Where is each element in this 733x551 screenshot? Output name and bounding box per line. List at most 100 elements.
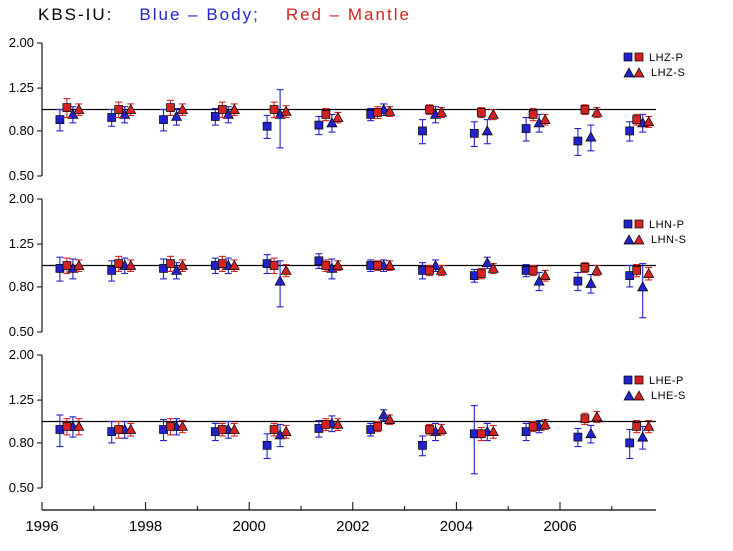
x-tick-label: 1998: [129, 518, 162, 535]
chart-title: KBS-IU: Blue – Body; Red – Mantle: [38, 5, 437, 25]
y-tick-label: 2.00: [9, 191, 34, 206]
data-point-marker: [114, 425, 124, 434]
legend-row-s: LHN-S: [623, 232, 687, 247]
data-point-marker: [373, 422, 383, 431]
legend-row-p: LHE-P: [623, 373, 686, 388]
data-point-marker: [580, 414, 590, 424]
data-point-marker: [332, 418, 344, 429]
legend-label: LHE-P: [649, 374, 684, 387]
legend-label: LHE-S: [651, 389, 686, 402]
data-point-marker: [528, 422, 538, 431]
x-tick-label: 2006: [543, 518, 576, 535]
data-point-marker: [481, 256, 493, 268]
data-point-marker: [55, 115, 65, 124]
y-tick-label: 0.50: [9, 168, 34, 183]
x-tick-label: 2004: [440, 518, 473, 535]
title-mantle-legend: Red – Mantle: [285, 5, 411, 24]
y-tick-label: 0.50: [9, 480, 34, 495]
data-point-marker: [321, 420, 331, 429]
data-point-marker: [176, 103, 189, 114]
data-point-marker: [585, 277, 597, 288]
data-point-marker: [125, 423, 137, 434]
data-point-marker: [384, 413, 396, 424]
data-point-marker: [114, 259, 124, 268]
data-point-marker: [425, 105, 434, 114]
data-point-marker: [585, 131, 597, 142]
data-point-marker: [262, 440, 272, 450]
data-point-marker: [580, 263, 590, 272]
data-point-marker: [280, 425, 292, 436]
data-point-marker: [166, 259, 175, 268]
data-point-marker: [637, 431, 649, 442]
data-point-marker: [262, 121, 272, 131]
data-point-marker: [228, 103, 240, 114]
square-markers-icon: [623, 219, 644, 229]
data-point-marker: [62, 422, 72, 431]
data-point-marker: [166, 103, 175, 112]
data-point-marker: [373, 261, 383, 270]
y-tick-label: 1.25: [9, 236, 34, 251]
data-point-marker: [580, 105, 590, 114]
data-point-marker: [585, 428, 597, 439]
data-point-marker: [643, 267, 655, 278]
data-point-marker: [280, 105, 292, 116]
legend-lhn: LHN-P LHN-S: [623, 217, 687, 247]
data-point-marker: [159, 115, 168, 124]
data-point-marker: [625, 438, 635, 448]
data-point-marker: [114, 105, 124, 114]
data-point-marker: [228, 259, 240, 270]
data-point-marker: [159, 264, 168, 273]
y-tick-label: 2.00: [9, 347, 34, 362]
data-point-marker: [217, 259, 227, 268]
data-point-marker: [573, 276, 583, 286]
y-tick-label: 0.50: [9, 324, 34, 339]
x-tick-label: 2000: [233, 518, 266, 535]
data-point-marker: [73, 259, 85, 270]
data-point-marker: [107, 266, 117, 275]
data-point-marker: [487, 108, 499, 119]
data-point-marker: [321, 261, 331, 270]
data-point-marker: [625, 271, 635, 280]
data-point-marker: [217, 105, 227, 114]
data-point-marker: [176, 259, 189, 270]
data-point-marker: [332, 259, 344, 270]
data-point-marker: [539, 113, 551, 124]
data-point-marker: [539, 269, 551, 280]
legend-label: LHZ-P: [649, 51, 684, 64]
data-point-marker: [476, 429, 486, 439]
legend-lhz: LHZ-P LHZ-S: [623, 50, 685, 80]
triangle-markers-icon: [623, 67, 645, 78]
data-point-marker: [643, 420, 655, 431]
data-point-marker: [73, 420, 85, 431]
data-point-marker: [591, 106, 603, 117]
data-point-marker: [332, 111, 344, 122]
data-point-marker: [280, 264, 292, 275]
x-tick-label: 2002: [336, 518, 369, 535]
data-point-marker: [125, 103, 137, 114]
data-point-marker: [637, 281, 649, 292]
legend-row-p: LHN-P: [623, 217, 687, 232]
data-point-marker: [573, 136, 583, 146]
data-point-marker: [274, 275, 286, 286]
legend-label: LHN-P: [649, 218, 685, 231]
data-point-marker: [73, 103, 85, 114]
data-point-marker: [425, 425, 434, 434]
square-markers-icon: [623, 52, 644, 62]
data-point-marker: [269, 425, 279, 434]
data-point-marker: [107, 113, 117, 122]
data-point-marker: [166, 422, 175, 431]
data-point-marker: [591, 264, 603, 275]
data-point-marker: [222, 108, 234, 119]
data-point-marker: [487, 262, 499, 273]
data-point-marker: [228, 423, 240, 434]
data-point-marker: [481, 125, 493, 136]
data-point-marker: [632, 115, 642, 124]
legend-label: LHN-S: [651, 233, 687, 246]
data-point-marker: [314, 256, 324, 266]
data-point-marker: [625, 126, 635, 136]
data-point-marker: [476, 269, 486, 278]
data-point-marker: [632, 266, 642, 275]
title-station: KBS-IU:: [38, 5, 114, 24]
